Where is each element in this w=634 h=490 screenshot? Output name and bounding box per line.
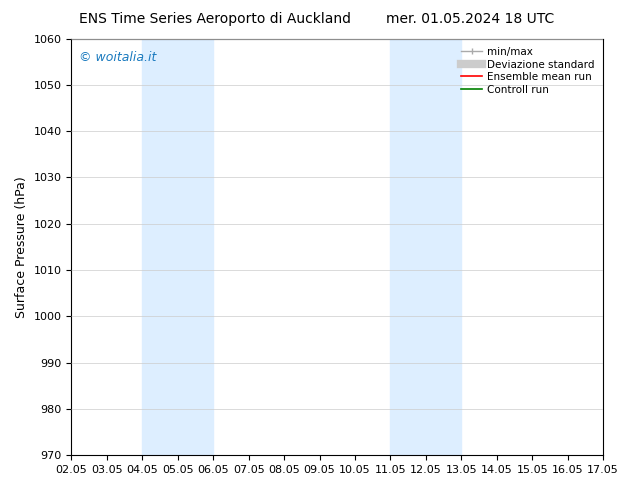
Bar	[142, 39, 213, 455]
Text: © woitalia.it: © woitalia.it	[79, 51, 157, 64]
Legend: min/max, Deviazione standard, Ensemble mean run, Controll run: min/max, Deviazione standard, Ensemble m…	[458, 44, 598, 98]
Bar	[391, 39, 462, 455]
Text: ENS Time Series Aeroporto di Auckland        mer. 01.05.2024 18 UTC: ENS Time Series Aeroporto di Auckland me…	[79, 12, 555, 26]
Y-axis label: Surface Pressure (hPa): Surface Pressure (hPa)	[15, 176, 28, 318]
